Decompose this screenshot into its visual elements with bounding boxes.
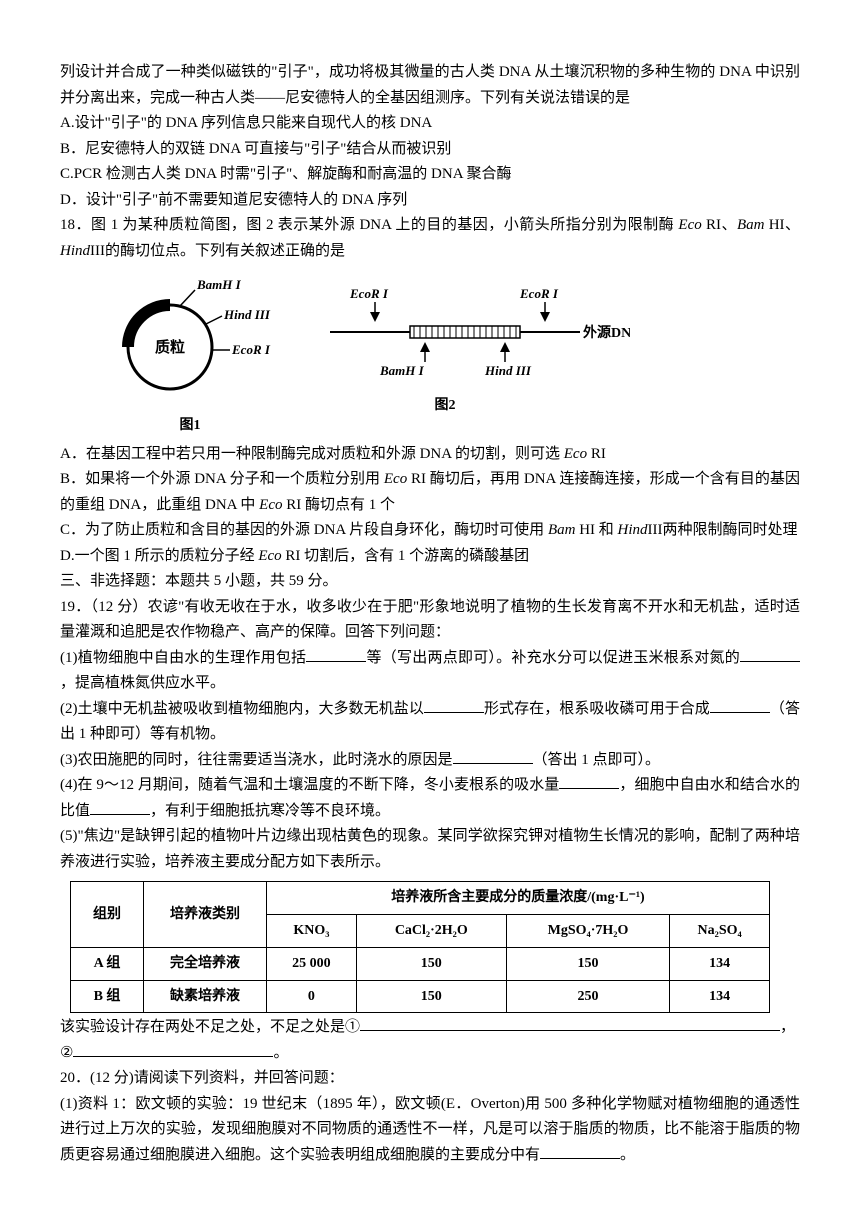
- q18-opt-b: B．如果将一个外源 DNA 分子和一个质粒分别用 Eco RI 酶切后，再用 D…: [60, 467, 800, 518]
- q17-intro: 列设计并合成了一种类似磁铁的"引子"，成功将极其微量的古人类 DNA 从土壤沉积…: [60, 60, 800, 111]
- q18-stem: 18．图 1 为某种质粒简图，图 2 表示某外源 DNA 上的目的基因，小箭头所…: [60, 213, 800, 264]
- table-row: A 组 完全培养液 25 000 150 150 134: [71, 947, 770, 980]
- blank-fill: [740, 646, 800, 662]
- section-3-heading: 三、非选择题：本题共 5 小题，共 59 分。: [60, 569, 800, 595]
- q17-opt-b: B．尼安德特人的双链 DNA 可直接与"引子"结合从而被识别: [60, 137, 800, 163]
- blank-fill: [306, 646, 366, 662]
- table-header-row: 组别 培养液类别 培养液所含主要成分的质量浓度/(mg·L⁻¹): [71, 882, 770, 915]
- blank-fill: [90, 799, 150, 815]
- q18-stem-text1: 18．图 1 为某种质粒简图，图 2 表示某外源 DNA 上的目的基因，小箭头所…: [60, 217, 674, 233]
- enzyme-bam: Bam: [737, 217, 765, 233]
- enzyme-hind: Hind: [60, 243, 90, 259]
- col-type: 培养液类别: [144, 882, 267, 948]
- figure-1-plasmid: 质粒 BamH I Hind III EcoR I 图1: [100, 272, 280, 438]
- col-concentration: 培养液所含主要成分的质量浓度/(mg·L⁻¹): [267, 882, 770, 915]
- foreign-dna-label: 外源DNA: [583, 324, 630, 341]
- figure-2-foreign-dna: EcoR I EcoR I BamH I Hind III 外源DNA 图2: [320, 272, 630, 418]
- q19-p3: (3)农田施肥的同时，往往需要适当浇水，此时浇水的原因是（答出 1 点即可）。: [60, 748, 800, 774]
- fig1-ecori: EcoR I: [231, 342, 271, 357]
- q20-p1: (1)资料 1：欧文顿的实验：19 世纪末（1895 年），欧文顿(E．Over…: [60, 1092, 800, 1169]
- q17-opt-d: D．设计"引子"前不需要知道尼安德特人的 DNA 序列: [60, 188, 800, 214]
- q18-opt-c: C．为了防止质粒和含目的基因的外源 DNA 片段自身环化，酶切时可使用 Bam …: [60, 518, 800, 544]
- blank-fill: [559, 773, 619, 789]
- blank-fill: [360, 1015, 780, 1031]
- fig2-caption: 图2: [260, 394, 630, 418]
- culture-solution-table: 组别 培养液类别 培养液所含主要成分的质量浓度/(mg·L⁻¹) KNO₃ Ca…: [70, 881, 770, 1013]
- q17-opt-c: C.PCR 检测古人类 DNA 时需"引子"、解旋酶和耐高温的 DNA 聚合酶: [60, 162, 800, 188]
- q20-stem: 20．(12 分)请阅读下列资料，并回答问题：: [60, 1066, 800, 1092]
- sub-cacl2: CaCl₂·2H₂O: [356, 915, 506, 948]
- blank-fill: [73, 1041, 273, 1057]
- blank-fill: [453, 748, 533, 764]
- q19-p1: (1)植物细胞中自由水的生理作用包括等（写出两点即可）。补充水分可以促进玉米根系…: [60, 646, 800, 697]
- plasmid-label: 质粒: [155, 338, 185, 356]
- q17-opt-a: A.设计"引子"的 DNA 序列信息只能来自现代人的核 DNA: [60, 111, 800, 137]
- exam-page: 列设计并合成了一种类似磁铁的"引子"，成功将极其微量的古人类 DNA 从土壤沉积…: [0, 0, 860, 1208]
- q18-opt-d: D.一个图 1 所示的质粒分子经 Eco RI 切割后，含有 1 个游离的磷酸基…: [60, 544, 800, 570]
- blank-fill: [710, 697, 770, 713]
- col-group: 组别: [71, 882, 144, 948]
- q19-p5-end: 该实验设计存在两处不足之处，不足之处是①，: [60, 1015, 800, 1041]
- blank-fill: [540, 1143, 620, 1159]
- q19-p5-end2: ②。: [60, 1041, 800, 1067]
- q19-p4: (4)在 9～12 月期间，随着气温和土壤温度的不断下降，冬小麦根系的吸水量，细…: [60, 773, 800, 824]
- q19-stem: 19．（12 分）农谚"有收无收在于水，收多收少在于肥"形象地说明了植物的生长发…: [60, 595, 800, 646]
- figure-row: 质粒 BamH I Hind III EcoR I 图1: [100, 272, 800, 438]
- enzyme-eco: Eco: [678, 217, 701, 233]
- q18-opt-a: A．在基因工程中若只用一种限制酶完成对质粒和外源 DNA 的切割，则可选 Eco…: [60, 442, 800, 468]
- sub-mgso4: MgSO₄·7H₂O: [506, 915, 669, 948]
- fig1-hindiii: Hind III: [223, 307, 271, 322]
- svg-text:Hind III: Hind III: [484, 363, 532, 378]
- svg-text:EcoR I: EcoR I: [519, 286, 559, 301]
- svg-text:EcoR I: EcoR I: [349, 286, 389, 301]
- fig1-caption: 图1: [100, 414, 280, 438]
- q19-p2: (2)土壤中无机盐被吸收到植物细胞内，大多数无机盐以形式存在，根系吸收磷可用于合…: [60, 697, 800, 748]
- fig1-bamhi: BamH I: [196, 277, 242, 292]
- sub-kno3: KNO₃: [267, 915, 357, 948]
- q19-p5: (5)"焦边"是缺钾引起的植物叶片边缘出现枯黄色的现象。某同学欲探究钾对植物生长…: [60, 824, 800, 875]
- blank-fill: [424, 697, 484, 713]
- sub-na2so4: Na₂SO₄: [670, 915, 770, 948]
- table-row: B 组 缺素培养液 0 150 250 134: [71, 980, 770, 1013]
- svg-text:BamH I: BamH I: [379, 363, 425, 378]
